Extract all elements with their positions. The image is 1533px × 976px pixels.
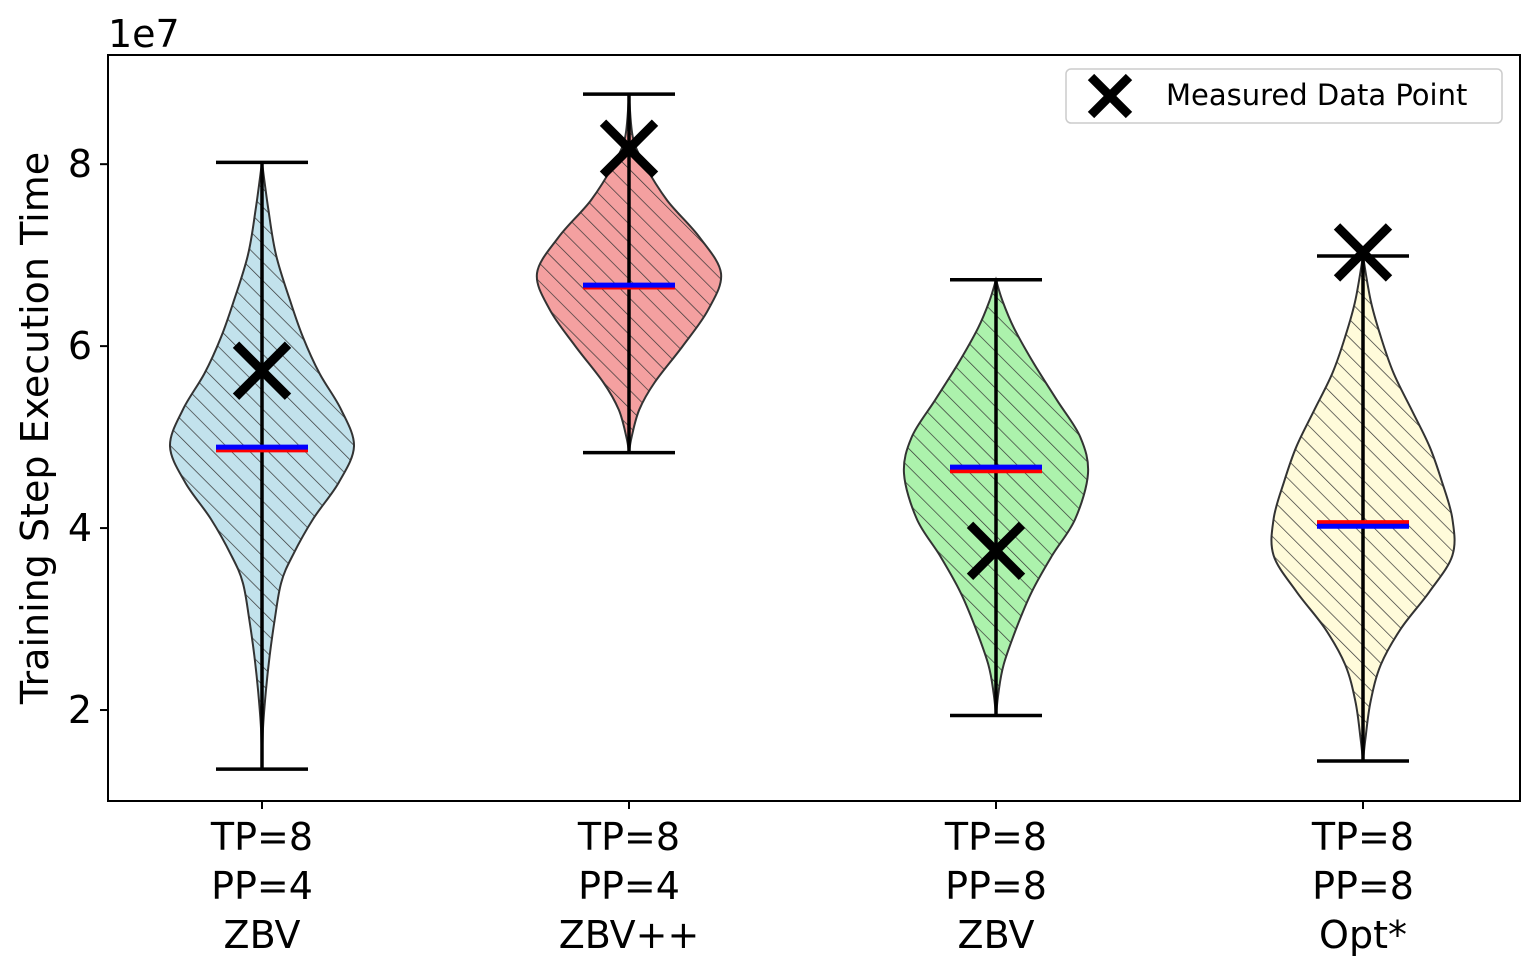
y-scale-label: 1e7 <box>108 12 180 56</box>
legend-marker <box>1087 73 1133 119</box>
x-tick-label-line: PP=4 <box>211 864 313 908</box>
x-tick-label-line: TP=8 <box>944 815 1047 859</box>
x-tick-label-line: ZBV++ <box>559 913 700 957</box>
x-tick-label-line: TP=8 <box>577 815 680 859</box>
measured-point-4-stroke-b <box>1333 223 1393 282</box>
y-tick-label-3: 6 <box>68 324 92 368</box>
y-tick-label-2: 4 <box>68 506 92 550</box>
x-tick-label-line: TP=8 <box>1311 815 1414 859</box>
x-tick-label-line: PP=8 <box>1312 864 1414 908</box>
measured-point-3-stroke-b <box>966 521 1026 580</box>
y-axis-label: Training Step Execution Time <box>13 152 57 705</box>
x-tick-label-3: TP=8 PP=8 ZBV <box>944 815 1047 957</box>
measured-point-1 <box>232 341 292 400</box>
measured-point-3 <box>966 521 1026 580</box>
x-tick-label-2: TP=8 PP=4 ZBV++ <box>559 815 700 957</box>
x-tick-label-line: TP=8 <box>210 815 313 859</box>
x-tick-label-line: Opt* <box>1319 913 1407 957</box>
x-tick-label-line: ZBV <box>224 913 301 957</box>
legend-box <box>1065 68 1503 124</box>
x-tick-label-line: PP=4 <box>578 864 680 908</box>
x-tick-label-line: PP=8 <box>945 864 1047 908</box>
legend-marker-stroke-b <box>1087 73 1133 119</box>
x-tick-label-line: ZBV <box>958 913 1035 957</box>
measured-point-2 <box>599 119 659 178</box>
measured-point-2-stroke-b <box>599 119 659 178</box>
plot-frame <box>107 54 1521 802</box>
x-tick-label-1: TP=8 PP=4 ZBV <box>210 815 313 957</box>
legend: Measured Data Point <box>1065 68 1503 124</box>
measured-point-4 <box>1333 223 1393 282</box>
measured-point-1-stroke-b <box>232 341 292 400</box>
legend-label: Measured Data Point <box>1166 78 1467 112</box>
y-tick-label-1: 2 <box>68 688 92 732</box>
x-tick-label-4: TP=8 PP=8 Opt* <box>1311 815 1414 957</box>
y-tick-label-4: 8 <box>68 142 92 186</box>
